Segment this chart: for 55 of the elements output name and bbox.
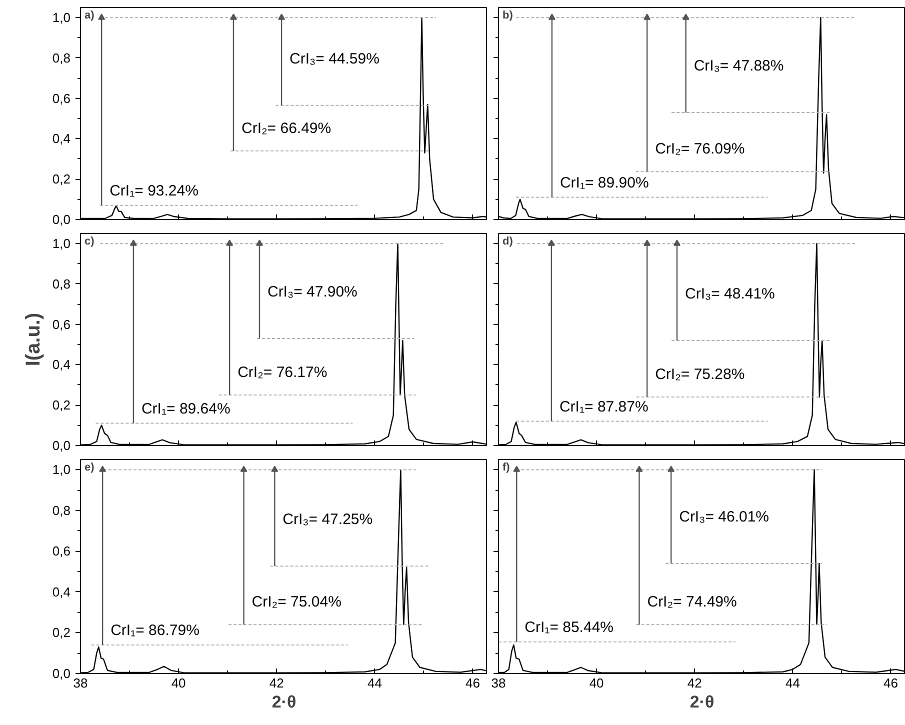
y-tick-label: 0,2	[52, 172, 71, 187]
y-tick-label: 0,6	[52, 544, 71, 559]
x-tick-label: 46	[884, 676, 898, 690]
annotation: CrI₂= 76.09%	[655, 140, 745, 158]
x-tick-label: 44	[785, 676, 800, 690]
chart-title: c)	[84, 236, 95, 248]
y-tick-label: 0,6	[52, 316, 71, 332]
y-tick-label: 0,0	[52, 438, 71, 453]
x-tick-label: 44	[367, 676, 382, 690]
annotation: CrI₁= 93.24%	[110, 182, 198, 200]
annotation: CrI₃= 46.01%	[679, 508, 770, 526]
y-tick-label: 0,8	[52, 502, 71, 518]
y-tick-label: 1,0	[52, 462, 71, 478]
annotation: CrI₁= 89.64%	[141, 400, 230, 418]
chart-title: e)	[84, 462, 95, 474]
y-tick-label: 1,0	[52, 10, 71, 26]
y-tick-label: 0,4	[52, 131, 71, 146]
chart-title: d)	[502, 236, 514, 248]
y-tick-label: 0,8	[52, 276, 71, 292]
y-tick-label: 0,6	[52, 90, 71, 106]
x-tick-label: 46	[466, 676, 480, 690]
annotation: CrI₁= 89.90%	[560, 174, 649, 192]
annotation: CrI₃= 47.25%	[282, 511, 373, 528]
y-tick-label: 0,8	[52, 50, 71, 66]
y-tick-label: 0,2	[52, 625, 71, 640]
y-tick-label: 0,0	[52, 666, 71, 681]
chart-title: f)	[502, 462, 510, 474]
y-tick-label: 0,0	[52, 212, 71, 227]
y-tick-label: 0,4	[52, 357, 71, 372]
x-tick-label: 40	[171, 676, 186, 690]
x-tick-label: 40	[589, 676, 604, 690]
y-tick-label: 0,4	[52, 584, 71, 600]
x-tick-label: 38	[73, 676, 88, 690]
annotation: CrI₃= 47.88%	[694, 57, 784, 74]
annotation: CrI₁= 85.44%	[524, 618, 614, 636]
x-tick-label: 42	[269, 676, 284, 690]
annotation: CrI₂= 66.49%	[241, 120, 332, 137]
y-tick-label: 0,2	[52, 398, 71, 413]
annotation: CrI₃= 48.41%	[684, 286, 775, 303]
x-axis-title: 2·θ	[272, 692, 296, 712]
annotation: CrI₂= 74.49%	[647, 594, 737, 611]
annotation: CrI₂= 75.28%	[655, 366, 745, 384]
annotation: CrI₃= 44.59%	[290, 50, 380, 68]
x-tick-label: 42	[687, 676, 702, 690]
x-axis-title: 2·θ	[690, 692, 714, 712]
annotation: CrI₁= 87.87%	[559, 398, 648, 416]
chart-title: b)	[502, 10, 514, 22]
annotation: CrI₁= 86.79%	[110, 622, 200, 639]
annotation: CrI₂= 76.17%	[238, 364, 328, 382]
x-tick-label: 38	[491, 676, 506, 690]
annotation: CrI₂= 75.04%	[252, 594, 342, 611]
annotation: CrI₃= 47.90%	[267, 283, 358, 300]
y-tick-label: 1,0	[52, 236, 71, 252]
chart-title: a)	[84, 10, 95, 22]
y-axis-title: I(a.u.)	[22, 312, 44, 366]
